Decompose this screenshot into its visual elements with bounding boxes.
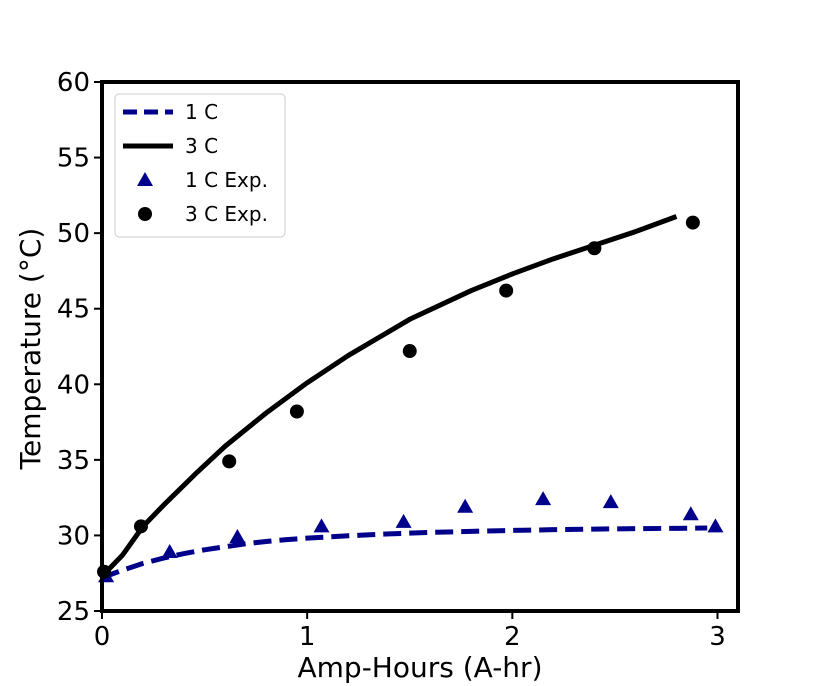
y-tick-label: 35	[57, 446, 90, 476]
legend-label: 1 C	[185, 100, 218, 124]
ticks-layer: 0 1 2 3 25 30 35 40 45 50 55 60	[57, 68, 726, 652]
data-point-1-c-exp	[313, 518, 330, 533]
y-tick-label: 45	[57, 295, 90, 325]
data-point-1-c-exp	[682, 506, 699, 521]
data-point-3-c-exp	[685, 215, 700, 230]
x-axis-title: Amp-Hours (A-hr)	[298, 651, 543, 684]
x-tick-label: 1	[299, 622, 316, 652]
data-point-1-c-exp	[457, 498, 474, 513]
series-line-3-c	[100, 214, 678, 578]
data-point-1-c-exp	[535, 491, 552, 506]
legend-items: 1 C 3 C 1 C Exp. 3 C Exp.	[123, 100, 268, 226]
x-tick-label: 0	[94, 622, 111, 652]
data-point-3-c-exp	[289, 404, 304, 419]
legend-swatch-triangle	[137, 172, 153, 186]
legend-item-3-c: 3 C	[123, 134, 218, 158]
legend-label: 3 C	[185, 134, 218, 158]
legend-label: 3 C Exp.	[185, 202, 268, 226]
series-layer	[97, 214, 724, 583]
data-point-1-c-exp	[161, 544, 178, 559]
y-tick-label: 40	[57, 370, 90, 400]
y-tick-label: 25	[57, 597, 90, 627]
data-point-3-c-exp	[222, 454, 237, 469]
plot-frame	[100, 80, 740, 613]
data-point-3-c-exp	[402, 344, 417, 359]
data-point-1-c-exp	[602, 494, 619, 509]
legend-box	[114, 93, 286, 238]
data-point-3-c-exp	[133, 519, 148, 534]
y-tick-label: 50	[57, 219, 90, 249]
legend-item-1-c: 1 C	[123, 100, 218, 124]
data-point-3-c-exp	[499, 283, 514, 298]
data-point-3-c-exp	[587, 241, 602, 256]
data-point-3-c-exp	[97, 564, 112, 579]
legend-label: 1 C Exp.	[185, 168, 268, 192]
series-line-1-c	[101, 525, 708, 581]
y-tick-label: 60	[57, 68, 90, 98]
x-tick-label: 2	[504, 622, 521, 652]
y-tick-label: 55	[57, 144, 90, 174]
data-point-1-c-exp	[229, 528, 246, 543]
y-tick-label: 30	[57, 521, 90, 551]
legend-swatch-circle	[138, 207, 152, 221]
data-point-1-c-exp	[395, 513, 412, 528]
legend-item-1-c-exp: 1 C Exp.	[137, 168, 268, 192]
x-tick-label: 3	[709, 622, 726, 652]
y-axis-title: Temperature (°C)	[14, 228, 47, 471]
legend-item-3-c-exp: 3 C Exp.	[138, 202, 268, 226]
data-point-1-c-exp	[707, 518, 724, 533]
legend: 1 C 3 C 1 C Exp. 3 C Exp.	[114, 93, 286, 238]
